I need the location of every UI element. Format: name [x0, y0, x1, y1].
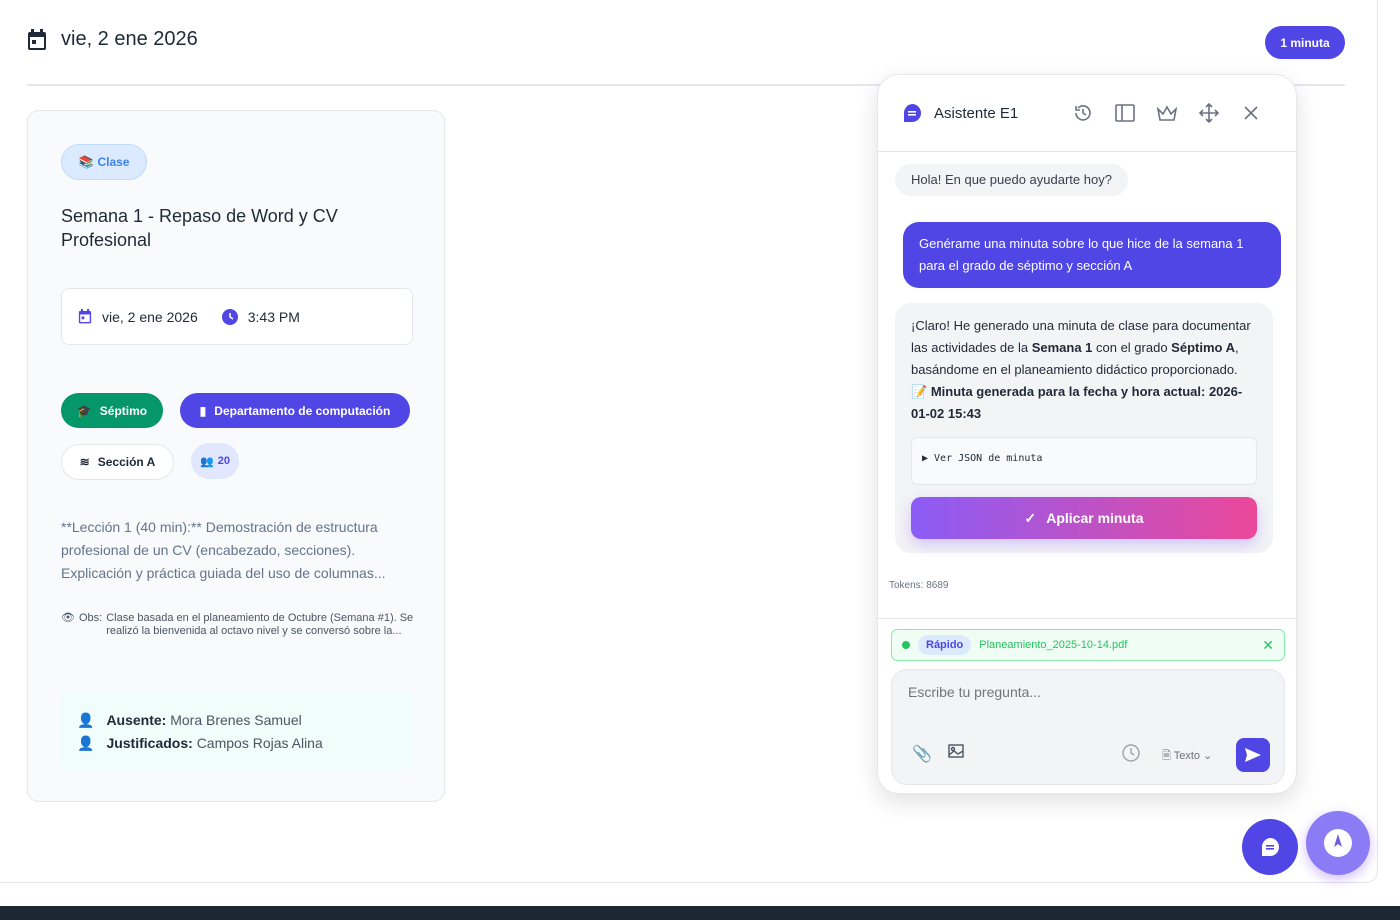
- class-card[interactable]: 📚 Clase Semana 1 - Repaso de Word y CV Pr…: [27, 110, 445, 802]
- paperclip-icon[interactable]: 📎: [912, 746, 932, 763]
- type-label: Clase: [97, 155, 130, 169]
- compass-fab[interactable]: [1306, 811, 1370, 875]
- status-dot-icon: [902, 641, 910, 649]
- context-file-bar: Rápido Planeamiento_2025-10-14.pdf ✕: [891, 629, 1285, 661]
- format-label: Texto: [1173, 750, 1200, 762]
- mode-badge[interactable]: Rápido: [918, 635, 972, 655]
- observation: 👁 Obs: Clase basada en el planeamiento de …: [61, 612, 421, 638]
- user-check-icon: 👤: [77, 735, 95, 751]
- clock-icon[interactable]: [1122, 744, 1140, 767]
- page: vie, 2 ene 2026 1 minuta 📚 Clase Semana 1…: [0, 0, 1378, 883]
- history-icon[interactable]: [1062, 103, 1104, 123]
- section-pill[interactable]: ≋ Sección A: [61, 444, 174, 480]
- books-icon: 📚: [78, 155, 94, 169]
- apply-label: Aplicar minuta: [1046, 510, 1144, 526]
- grade-pill[interactable]: 🎓 Séptimo: [61, 393, 163, 428]
- eye-icon: 👁: [61, 612, 75, 624]
- minutes-badge[interactable]: 1 minuta: [1265, 26, 1345, 59]
- absent-value: Mora Brenes Samuel: [170, 712, 302, 728]
- crown-icon[interactable]: [1146, 105, 1188, 121]
- taskbar: [0, 906, 1400, 920]
- reply-minuta-info: Minuta generada para la fecha y hora act…: [911, 384, 1243, 421]
- assistant-title: Asistente E1: [934, 104, 1019, 122]
- compass-icon: [1324, 829, 1352, 857]
- check-icon: ✓: [1024, 510, 1037, 526]
- sidebar-toggle-icon[interactable]: [1104, 104, 1146, 122]
- clock-icon: [221, 308, 238, 325]
- assistant-greeting: Hola! En que puedo ayudarte hoy?: [895, 164, 1128, 196]
- token-count: Tokens: 8689: [889, 580, 949, 591]
- attendance-box: 👤 Ausente: Mora Brenes Samuel 👤 Justificad…: [61, 691, 413, 769]
- header-date: vie, 2 ene 2026: [61, 28, 198, 50]
- reply-p2: con el grado: [1092, 340, 1172, 355]
- book-icon: ▮: [199, 403, 207, 418]
- remove-file-icon[interactable]: ✕: [1262, 636, 1274, 653]
- justified-value: Campos Rojas Alina: [196, 735, 323, 751]
- class-description: **Lección 1 (40 min):** Demostración de …: [61, 519, 386, 581]
- students-label: 20: [217, 455, 230, 467]
- assistant-reply: ¡Claro! He generado una minuta de clase …: [895, 303, 1273, 553]
- divider: [27, 84, 1345, 86]
- reply-b2: Séptimo A: [1171, 340, 1235, 355]
- close-icon[interactable]: [1230, 106, 1272, 120]
- department-pill[interactable]: ▮ Departamento de computación: [180, 393, 410, 428]
- image-icon[interactable]: [948, 744, 964, 763]
- move-icon[interactable]: [1188, 103, 1230, 123]
- chat-bubble-icon: [1261, 838, 1279, 856]
- obs-text: Clase basada en el planeamiento de Octub…: [106, 612, 414, 637]
- grade-label: Séptimo: [99, 403, 148, 418]
- reply-b1: Semana 1: [1031, 340, 1093, 355]
- reply-text: ¡Claro! He generado una minuta de clase …: [911, 315, 1257, 381]
- section-label: Sección A: [97, 455, 156, 469]
- class-title: Semana 1 - Repaso de Word y CV Profesion…: [61, 206, 338, 250]
- reply-p3: , basándome en el planeamiento didáctico…: [911, 340, 1239, 377]
- memo-icon: 📝: [911, 384, 928, 399]
- assistant-panel: Asistente E1 Hola! En que puedo ayudarte…: [877, 74, 1298, 794]
- users-icon: 👥: [200, 455, 214, 468]
- calendar-icon: [28, 28, 46, 50]
- calendar-icon: [78, 309, 92, 324]
- graduation-cap-icon: 🎓: [76, 403, 92, 418]
- chat-input-box: 📎 🗎 Texto ⌄: [891, 669, 1285, 785]
- question-input[interactable]: [908, 684, 1268, 700]
- file-name: Planeamiento_2025-10-14.pdf: [979, 639, 1128, 651]
- reply-p1: ¡Claro! He generado una minuta de clase …: [911, 318, 1251, 355]
- chat-bubble-icon: [903, 104, 921, 122]
- datetime-box: vie, 2 ene 2026 3:43 PM: [61, 288, 413, 345]
- apply-minuta-button[interactable]: ✓ Aplicar minuta: [911, 497, 1257, 539]
- students-count: 👥 20: [191, 443, 239, 479]
- assistant-header: Asistente E1: [878, 75, 1296, 152]
- class-time: 3:43 PM: [247, 308, 300, 325]
- format-select[interactable]: 🗎 Texto ⌄: [1162, 750, 1213, 762]
- divider: [878, 618, 1298, 619]
- type-chip: 📚 Clase: [61, 144, 147, 180]
- user-x-icon: 👤: [77, 712, 95, 728]
- send-button[interactable]: [1236, 738, 1270, 772]
- user-message: Genérame una minuta sobre lo que hice de…: [903, 222, 1281, 288]
- class-date: vie, 2 ene 2026: [102, 308, 198, 325]
- justified-label: Justificados:: [106, 735, 193, 751]
- layers-icon: ≋: [79, 455, 90, 469]
- department-label: Departamento de computación: [214, 403, 391, 418]
- absent-label: Ausente:: [106, 712, 167, 728]
- date-header: vie, 2 ene 2026: [27, 28, 198, 51]
- chat-fab[interactable]: [1242, 819, 1298, 875]
- obs-label: Obs:: [78, 612, 103, 624]
- json-toggle[interactable]: ▶ Ver JSON de minuta: [911, 437, 1257, 485]
- send-icon: [1245, 748, 1261, 762]
